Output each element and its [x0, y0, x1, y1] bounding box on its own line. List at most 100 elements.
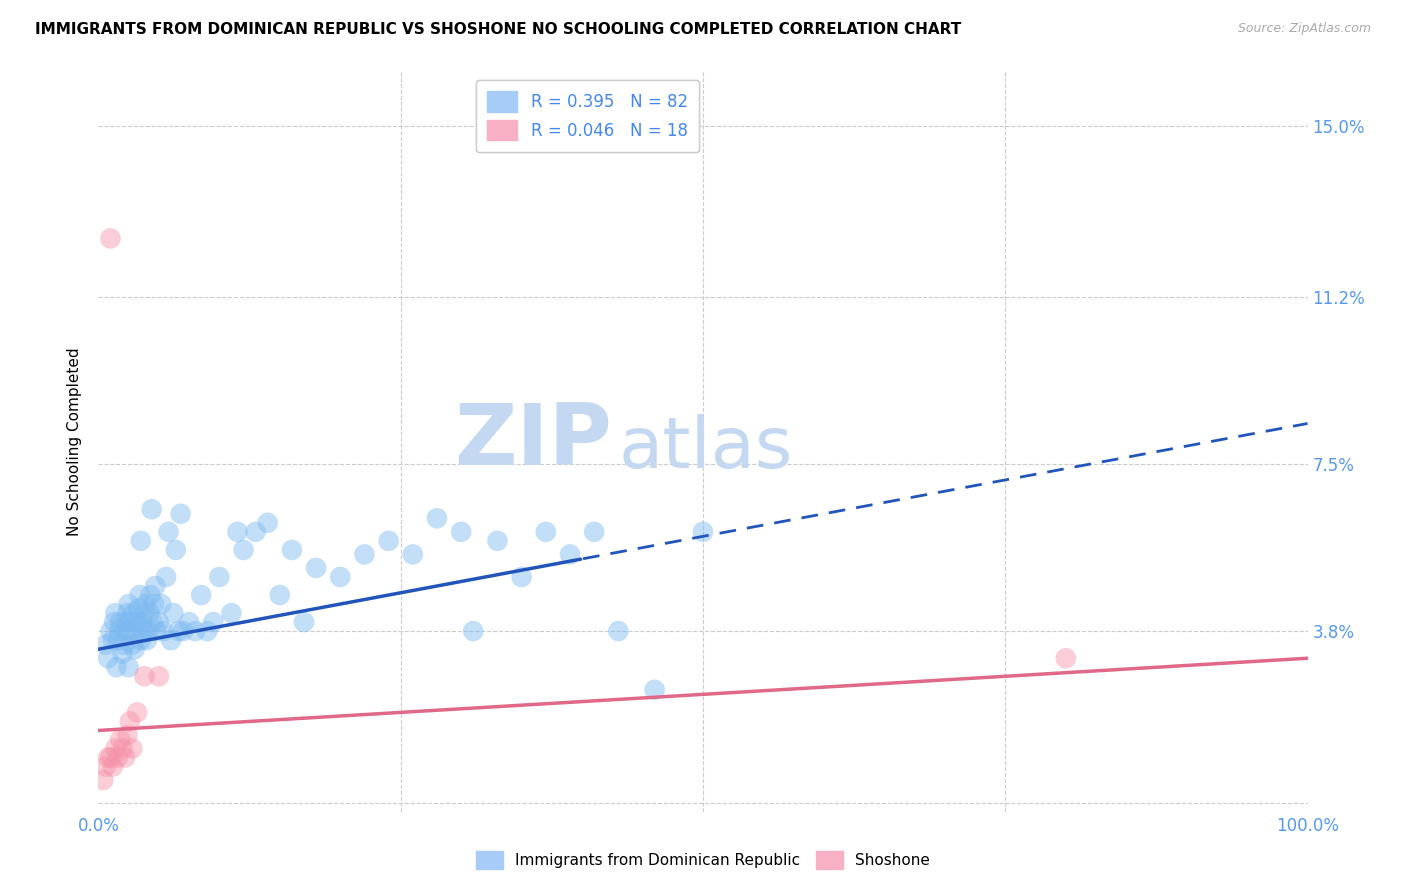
Point — [190, 588, 212, 602]
Point — [94, 759, 117, 773]
Point — [143, 579, 166, 593]
Point — [108, 732, 131, 747]
Point — [463, 624, 485, 639]
Point — [281, 542, 304, 557]
Point — [135, 633, 157, 648]
Point — [100, 231, 122, 245]
Point — [120, 615, 142, 629]
Point — [450, 524, 472, 539]
Point — [104, 606, 127, 620]
Point — [510, 570, 533, 584]
Point — [127, 615, 149, 629]
Point — [121, 741, 143, 756]
Point — [644, 682, 666, 697]
Y-axis label: No Schooling Completed: No Schooling Completed — [67, 347, 83, 536]
Point — [607, 624, 630, 639]
Point — [108, 624, 131, 639]
Point — [104, 741, 127, 756]
Point — [141, 502, 163, 516]
Point — [111, 741, 134, 756]
Point — [256, 516, 278, 530]
Point — [124, 642, 146, 657]
Point — [112, 638, 135, 652]
Point — [122, 606, 145, 620]
Point — [111, 647, 134, 661]
Point — [157, 524, 180, 539]
Text: Source: ZipAtlas.com: Source: ZipAtlas.com — [1237, 22, 1371, 36]
Point — [305, 561, 328, 575]
Point — [129, 633, 152, 648]
Point — [100, 750, 122, 764]
Point — [402, 548, 425, 562]
Point — [558, 548, 581, 562]
Point — [127, 706, 149, 720]
Text: atlas: atlas — [619, 415, 793, 483]
Point — [426, 511, 449, 525]
Point — [269, 588, 291, 602]
Point — [142, 615, 165, 629]
Point — [108, 615, 131, 629]
Point — [202, 615, 225, 629]
Point — [245, 524, 267, 539]
Point — [145, 624, 167, 639]
Point — [118, 714, 141, 729]
Point — [134, 669, 156, 683]
Point — [97, 750, 120, 764]
Point — [117, 728, 139, 742]
Point — [118, 597, 141, 611]
Point — [114, 750, 136, 764]
Point — [143, 597, 166, 611]
Point — [101, 759, 124, 773]
Point — [208, 570, 231, 584]
Point — [160, 633, 183, 648]
Point — [134, 606, 156, 620]
Point — [1054, 651, 1077, 665]
Point — [692, 524, 714, 539]
Point — [94, 638, 117, 652]
Text: IMMIGRANTS FROM DOMINICAN REPUBLIC VS SHOSHONE NO SCHOOLING COMPLETED CORRELATIO: IMMIGRANTS FROM DOMINICAN REPUBLIC VS SH… — [35, 22, 962, 37]
Point — [118, 624, 141, 639]
Text: ZIP: ZIP — [454, 400, 613, 483]
Point — [115, 615, 138, 629]
Point — [221, 606, 243, 620]
Point — [162, 606, 184, 620]
Legend: Immigrants from Dominican Republic, Shoshone: Immigrants from Dominican Republic, Shos… — [470, 845, 936, 875]
Point — [486, 533, 509, 548]
Point — [138, 606, 160, 620]
Point — [184, 624, 207, 639]
Point — [148, 669, 170, 683]
Point — [329, 570, 352, 584]
Point — [148, 615, 170, 629]
Point — [226, 524, 249, 539]
Point — [101, 633, 124, 648]
Point — [232, 542, 254, 557]
Point — [292, 615, 315, 629]
Point — [195, 624, 218, 639]
Point — [103, 615, 125, 629]
Point — [114, 624, 136, 639]
Point — [105, 660, 128, 674]
Point — [91, 773, 114, 788]
Point — [136, 624, 159, 639]
Point — [118, 660, 141, 674]
Point — [128, 588, 150, 602]
Point — [139, 588, 162, 602]
Point — [172, 624, 194, 639]
Point — [100, 624, 122, 639]
Point — [129, 533, 152, 548]
Point — [117, 606, 139, 620]
Point — [169, 507, 191, 521]
Point — [165, 542, 187, 557]
Point — [155, 570, 177, 584]
Point — [107, 633, 129, 648]
Point — [150, 597, 173, 611]
Point — [534, 524, 557, 539]
Point — [179, 615, 201, 629]
Point — [107, 750, 129, 764]
Point — [135, 597, 157, 611]
Point — [377, 533, 399, 548]
Point — [131, 615, 153, 629]
Point — [125, 624, 148, 639]
Point — [97, 651, 120, 665]
Point — [353, 548, 375, 562]
